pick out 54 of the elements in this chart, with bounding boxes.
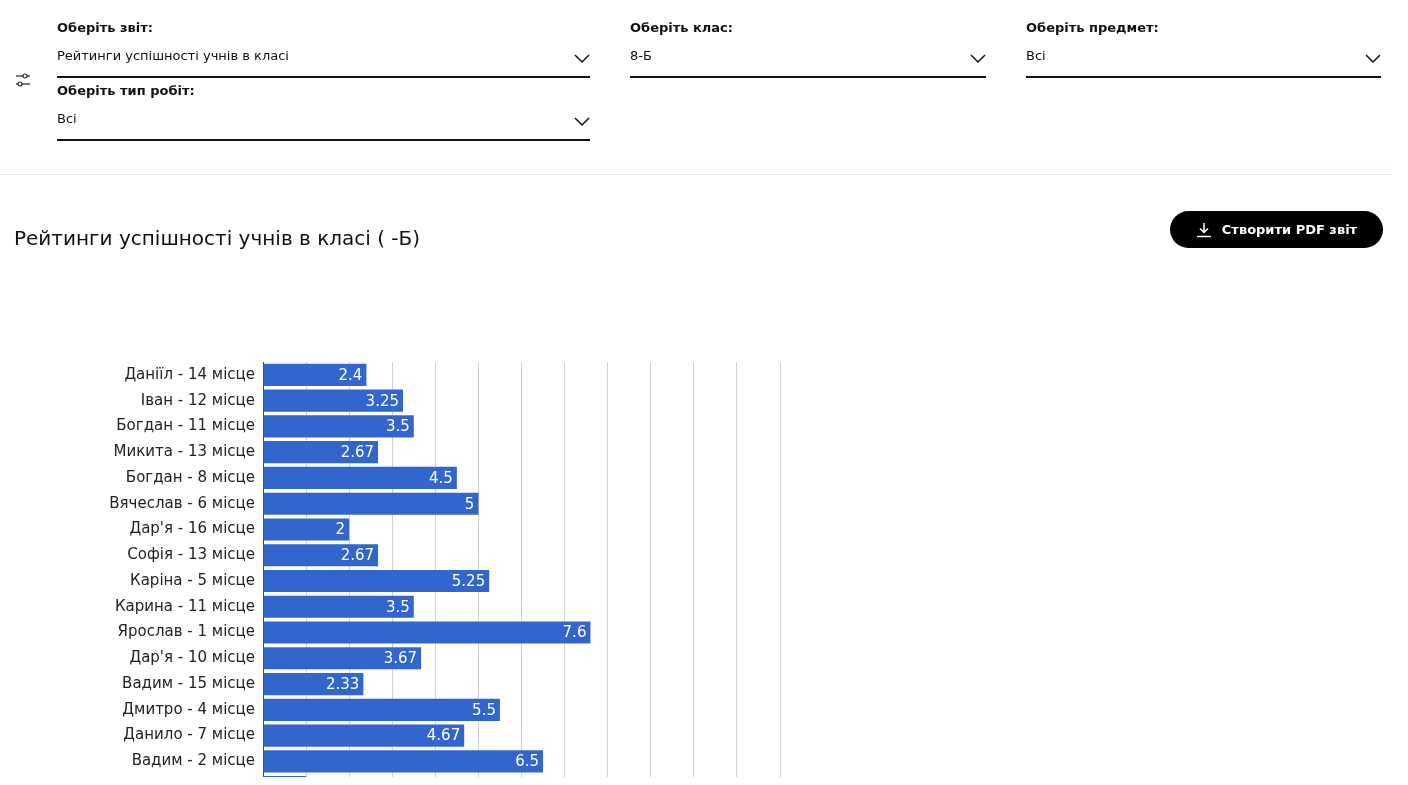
dropdown-field: Оберіть звіт: Рейтинги успішності учнів в класі: [57, 20, 590, 78]
y-tick-label: Данило - 7 місце: [123, 725, 255, 744]
bar: [263, 441, 379, 464]
y-tick-label: Богдан - 11 місце: [116, 416, 255, 435]
bar: [263, 389, 404, 412]
data-label: 5: [464, 494, 475, 513]
data-label: 5.5: [472, 700, 496, 719]
y-tick-label: Вадим - 15 місце: [122, 673, 255, 692]
data-label: 7.6: [562, 623, 587, 642]
y-tick-label: Ярослав - 1 місце: [117, 622, 255, 641]
data-label: 6.5: [515, 752, 540, 771]
bar: [263, 750, 544, 773]
data-label: 2.4: [338, 365, 363, 384]
bar: [263, 363, 367, 386]
bar: [263, 647, 422, 670]
chart-title: Рейтинги успішності учнів в класі ( -Б): [14, 226, 421, 250]
data-label: 3.5: [385, 417, 410, 436]
bar: [263, 415, 414, 438]
data-label: 2: [335, 520, 346, 539]
bar: [263, 492, 479, 515]
y-tick-label: Богдан - 8 місце: [125, 467, 255, 486]
bar: [263, 544, 379, 567]
y-tick-label: Даніїл - 14 місце: [124, 364, 255, 383]
pdf-button: Створити PDF звіт: [1170, 211, 1383, 248]
bar: [263, 518, 350, 541]
y-tick-label: Дмитро - 4 місце: [122, 699, 255, 718]
dropdown-field: Оберіть клас: 8-Б: [630, 20, 986, 78]
bar: [263, 595, 414, 618]
bar: [263, 672, 364, 696]
data-label: 4.67: [426, 726, 461, 745]
bar: [263, 621, 591, 644]
bar: [263, 724, 465, 747]
dropdown-field: Оберіть предмет: Всі: [1026, 20, 1381, 78]
data-label: 3.25: [365, 391, 400, 410]
y-tick-label: Вячеслав - 6 місце: [109, 493, 255, 512]
data-label: 2.67: [340, 546, 375, 565]
y-tick-label: Микита - 13 місце: [113, 442, 255, 461]
bar: [263, 569, 490, 593]
y-tick-label: Софія - 13 місце: [127, 545, 255, 564]
bar: [263, 466, 457, 490]
y-tick-label: Каріна - 5 місце: [130, 570, 255, 589]
y-tick-label: Дар'я - 16 місце: [129, 519, 255, 538]
data-label: 2.67: [340, 443, 375, 462]
y-tick-label: Вадим - 2 місце: [131, 751, 255, 770]
data-label: 5.25: [451, 571, 486, 590]
data-label: 2.33: [325, 674, 360, 693]
data-label: 3.67: [383, 649, 418, 668]
y-tick-label: Карина - 11 місце: [114, 596, 255, 615]
y-tick-label: Іван - 12 місце: [140, 390, 255, 409]
y-tick-label: Дар'я - 10 місце: [129, 648, 255, 667]
data-label: 4.5: [429, 468, 453, 487]
bar: [263, 698, 500, 721]
data-label: 3.5: [385, 597, 410, 616]
dropdown-field: Оберіть тип робіт: Всі: [57, 83, 590, 141]
